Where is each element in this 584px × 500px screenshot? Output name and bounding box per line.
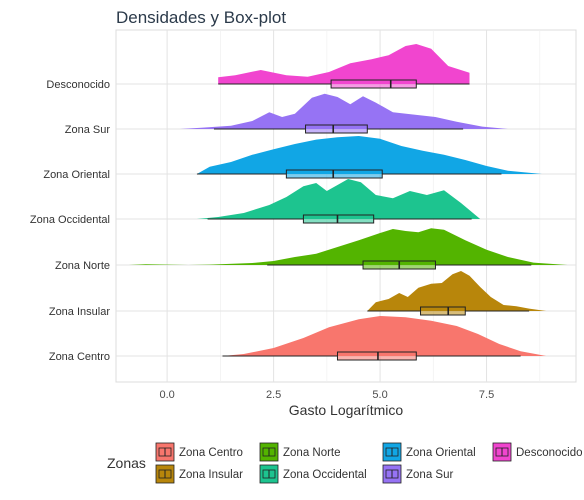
y-tick-label: Zona Norte — [55, 260, 110, 272]
ridges-layer — [128, 44, 568, 361]
x-tick-label: 5.0 — [372, 389, 387, 401]
legend-label: Zona Norte — [283, 447, 341, 459]
y-tick-label: Desconocido — [46, 79, 110, 91]
x-axis-label: Gasto Logarítmico — [289, 402, 404, 418]
legend-item-zona-sur: Zona Sur — [382, 464, 453, 484]
legend-item-zona-oriental: Zona Oriental — [382, 442, 476, 462]
legend-label: Zona Sur — [406, 469, 453, 481]
legend-item-zona-insular: Zona Insular — [155, 464, 243, 484]
x-tick-labels: 0.0 2.5 5.0 7.5 — [159, 389, 494, 401]
legend-label: Desconocido — [516, 447, 582, 459]
density-area — [367, 271, 547, 311]
y-tick-label: Zona Insular — [49, 306, 110, 318]
ridge-zona-insular — [367, 271, 547, 316]
ridge-zona-norte — [128, 228, 568, 270]
y-tick-labels: Zona Centro Zona Insular Zona Norte Zona Oc… — [30, 79, 110, 363]
x-tick-label: 7.5 — [479, 389, 494, 401]
density-area — [196, 179, 481, 219]
density-area — [196, 136, 542, 174]
legend-item-zona-norte: Zona Norte — [259, 442, 341, 462]
chart-title: Densidades y Box-plot — [116, 8, 286, 27]
box-iqr — [305, 124, 368, 134]
ridge-zona-centro — [222, 316, 547, 361]
y-tick-label: Zona Occidental — [30, 214, 110, 226]
legend-item-zona-occidental: Zona Occidental — [259, 464, 367, 484]
x-tick-label: 2.5 — [266, 389, 281, 401]
density-area — [218, 44, 470, 84]
density-area — [222, 316, 547, 356]
box-iqr — [336, 351, 417, 361]
legend-label: Zona Occidental — [283, 469, 367, 481]
ridge-zona-sur — [179, 93, 508, 134]
legend-item-desconocido: Desconocido — [492, 442, 582, 462]
legend-label: Zona Insular — [179, 469, 243, 481]
box-iqr — [420, 306, 466, 316]
ridge-zona-occidental — [196, 179, 481, 224]
legend-label: Zona Centro — [179, 447, 243, 459]
density-area — [179, 93, 508, 129]
y-tick-label: Zona Centro — [49, 351, 110, 363]
legend-label: Zona Oriental — [406, 447, 476, 459]
box-iqr — [330, 79, 417, 89]
y-tick-label: Zona Sur — [65, 124, 111, 136]
density-area — [128, 228, 568, 265]
box-iqr — [285, 169, 383, 179]
y-tick-label: Zona Oriental — [43, 169, 110, 181]
box-iqr — [302, 214, 375, 224]
legend-item-zona-centro: Zona Centro — [155, 442, 243, 462]
ridge-zona-oriental — [196, 136, 542, 179]
legend-title: Zonas — [107, 455, 146, 471]
legend: Zonas Zona Centro Zona Insular Zona Norte Z… — [107, 442, 582, 484]
x-tick-label: 0.0 — [159, 389, 174, 401]
ridge-desconocido — [218, 44, 470, 89]
